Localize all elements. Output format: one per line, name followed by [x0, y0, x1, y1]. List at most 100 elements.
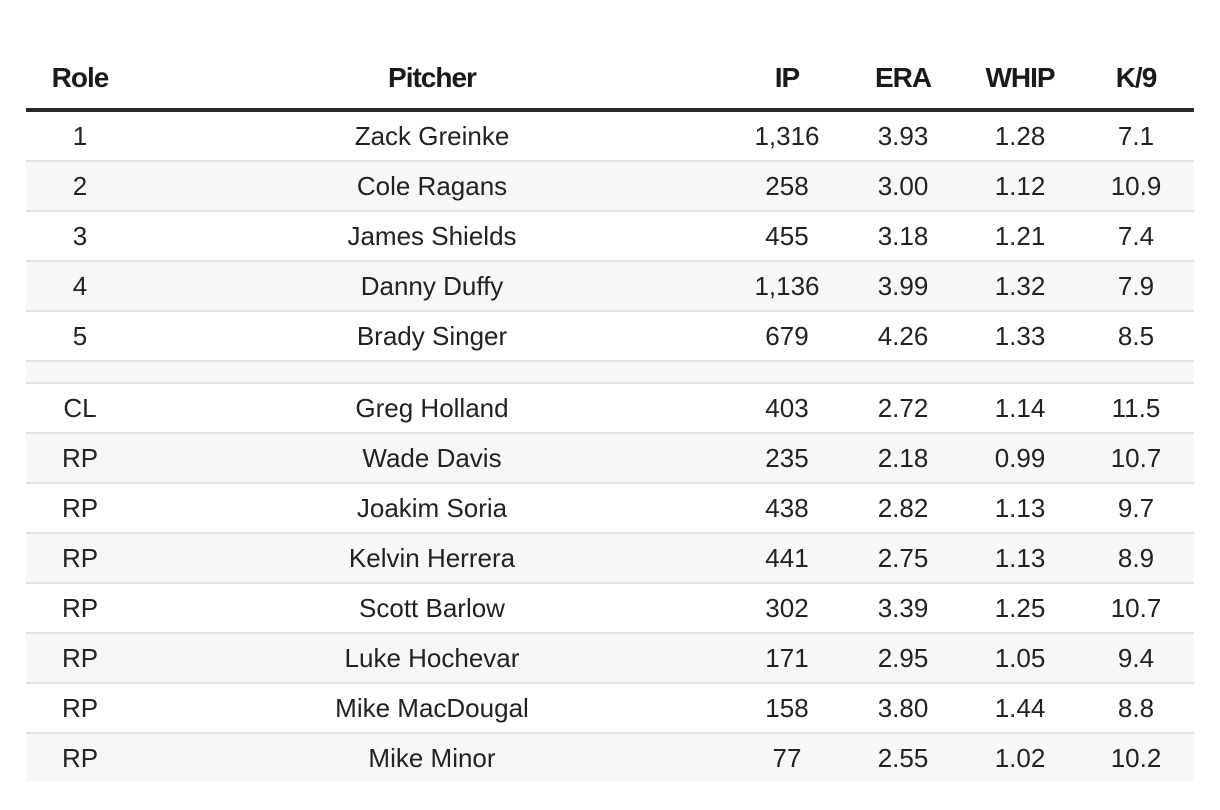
- cell-ip: 1,136: [730, 261, 844, 312]
- cell-k9: 10.9: [1078, 161, 1194, 212]
- cell-ip: 235: [730, 433, 844, 484]
- table-row: RP Wade Davis 235 2.18 0.99 10.7: [26, 433, 1194, 484]
- section-spacer-row: [26, 361, 1194, 384]
- cell-pitcher: Zack Greinke: [134, 110, 730, 162]
- header-k9: K/9: [1078, 48, 1194, 112]
- cell-ip: 679: [730, 311, 844, 362]
- table-row: CL Greg Holland 403 2.72 1.14 11.5: [26, 383, 1194, 434]
- cell-role: 1: [26, 110, 134, 162]
- cell-whip: 1.14: [962, 383, 1078, 434]
- cell-pitcher: Mike Minor: [134, 733, 730, 782]
- cell-whip: 1.05: [962, 633, 1078, 684]
- table-row: RP Mike Minor 77 2.55 1.02 10.2: [26, 733, 1194, 782]
- cell-era: 4.26: [844, 311, 962, 362]
- cell-k9: 7.9: [1078, 261, 1194, 312]
- cell-whip: 1.33: [962, 311, 1078, 362]
- cell-k9: 9.4: [1078, 633, 1194, 684]
- cell-whip: 1.21: [962, 211, 1078, 262]
- table-row: RP Mike MacDougal 158 3.80 1.44 8.8: [26, 683, 1194, 734]
- cell-whip: 0.99: [962, 433, 1078, 484]
- cell-pitcher: Joakim Soria: [134, 483, 730, 534]
- cell-whip: 1.32: [962, 261, 1078, 312]
- cell-pitcher: James Shields: [134, 211, 730, 262]
- cell-whip: 1.02: [962, 733, 1078, 782]
- table-row: RP Luke Hochevar 171 2.95 1.05 9.4: [26, 633, 1194, 684]
- cell-pitcher: Cole Ragans: [134, 161, 730, 212]
- cell-era: 2.18: [844, 433, 962, 484]
- pitching-staff-table: Role Pitcher IP ERA WHIP K/9 1 Zack Grei…: [26, 48, 1194, 782]
- header-pitcher: Pitcher: [134, 48, 730, 112]
- pitching-staff-table-container: Role Pitcher IP ERA WHIP K/9 1 Zack Grei…: [26, 48, 1194, 782]
- cell-pitcher: Luke Hochevar: [134, 633, 730, 684]
- cell-ip: 77: [730, 733, 844, 782]
- cell-pitcher: Scott Barlow: [134, 583, 730, 634]
- cell-ip: 403: [730, 383, 844, 434]
- cell-k9: 7.4: [1078, 211, 1194, 262]
- cell-ip: 438: [730, 483, 844, 534]
- cell-role: RP: [26, 483, 134, 534]
- cell-k9: 10.2: [1078, 733, 1194, 782]
- cell-era: 2.55: [844, 733, 962, 782]
- cell-k9: 8.8: [1078, 683, 1194, 734]
- cell-ip: 441: [730, 533, 844, 584]
- cell-era: 2.82: [844, 483, 962, 534]
- cell-role: RP: [26, 633, 134, 684]
- cell-ip: 158: [730, 683, 844, 734]
- cell-k9: 8.5: [1078, 311, 1194, 362]
- cell-role: RP: [26, 583, 134, 634]
- table-row: 5 Brady Singer 679 4.26 1.33 8.5: [26, 311, 1194, 362]
- cell-role: RP: [26, 683, 134, 734]
- cell-pitcher: Danny Duffy: [134, 261, 730, 312]
- table-row: RP Kelvin Herrera 441 2.75 1.13 8.9: [26, 533, 1194, 584]
- table-body: 1 Zack Greinke 1,316 3.93 1.28 7.1 2 Col…: [26, 110, 1194, 782]
- cell-role: 5: [26, 311, 134, 362]
- header-whip: WHIP: [962, 48, 1078, 112]
- table-header: Role Pitcher IP ERA WHIP K/9: [26, 48, 1194, 112]
- cell-whip: 1.13: [962, 483, 1078, 534]
- table-row: 3 James Shields 455 3.18 1.21 7.4: [26, 211, 1194, 262]
- cell-k9: 10.7: [1078, 433, 1194, 484]
- cell-era: 3.80: [844, 683, 962, 734]
- header-era: ERA: [844, 48, 962, 112]
- table-row: RP Scott Barlow 302 3.39 1.25 10.7: [26, 583, 1194, 634]
- cell-ip: 1,316: [730, 110, 844, 162]
- cell-pitcher: Mike MacDougal: [134, 683, 730, 734]
- cell-era: 2.95: [844, 633, 962, 684]
- cell-era: 2.72: [844, 383, 962, 434]
- cell-whip: 1.13: [962, 533, 1078, 584]
- spacer-cell: [26, 361, 1194, 384]
- header-ip: IP: [730, 48, 844, 112]
- cell-role: RP: [26, 533, 134, 584]
- cell-k9: 10.7: [1078, 583, 1194, 634]
- cell-era: 3.39: [844, 583, 962, 634]
- cell-pitcher: Kelvin Herrera: [134, 533, 730, 584]
- table-row: 4 Danny Duffy 1,136 3.99 1.32 7.9: [26, 261, 1194, 312]
- cell-ip: 302: [730, 583, 844, 634]
- cell-ip: 171: [730, 633, 844, 684]
- cell-ip: 455: [730, 211, 844, 262]
- cell-role: 3: [26, 211, 134, 262]
- cell-whip: 1.28: [962, 110, 1078, 162]
- cell-pitcher: Wade Davis: [134, 433, 730, 484]
- cell-k9: 9.7: [1078, 483, 1194, 534]
- cell-k9: 11.5: [1078, 383, 1194, 434]
- cell-ip: 258: [730, 161, 844, 212]
- cell-role: 2: [26, 161, 134, 212]
- cell-era: 3.18: [844, 211, 962, 262]
- cell-pitcher: Brady Singer: [134, 311, 730, 362]
- cell-era: 3.93: [844, 110, 962, 162]
- cell-role: 4: [26, 261, 134, 312]
- cell-role: CL: [26, 383, 134, 434]
- header-row: Role Pitcher IP ERA WHIP K/9: [26, 48, 1194, 112]
- table-row: RP Joakim Soria 438 2.82 1.13 9.7: [26, 483, 1194, 534]
- table-row: 1 Zack Greinke 1,316 3.93 1.28 7.1: [26, 110, 1194, 162]
- cell-role: RP: [26, 433, 134, 484]
- table-row: 2 Cole Ragans 258 3.00 1.12 10.9: [26, 161, 1194, 212]
- cell-k9: 8.9: [1078, 533, 1194, 584]
- cell-era: 3.99: [844, 261, 962, 312]
- cell-era: 3.00: [844, 161, 962, 212]
- cell-k9: 7.1: [1078, 110, 1194, 162]
- cell-era: 2.75: [844, 533, 962, 584]
- cell-whip: 1.25: [962, 583, 1078, 634]
- cell-pitcher: Greg Holland: [134, 383, 730, 434]
